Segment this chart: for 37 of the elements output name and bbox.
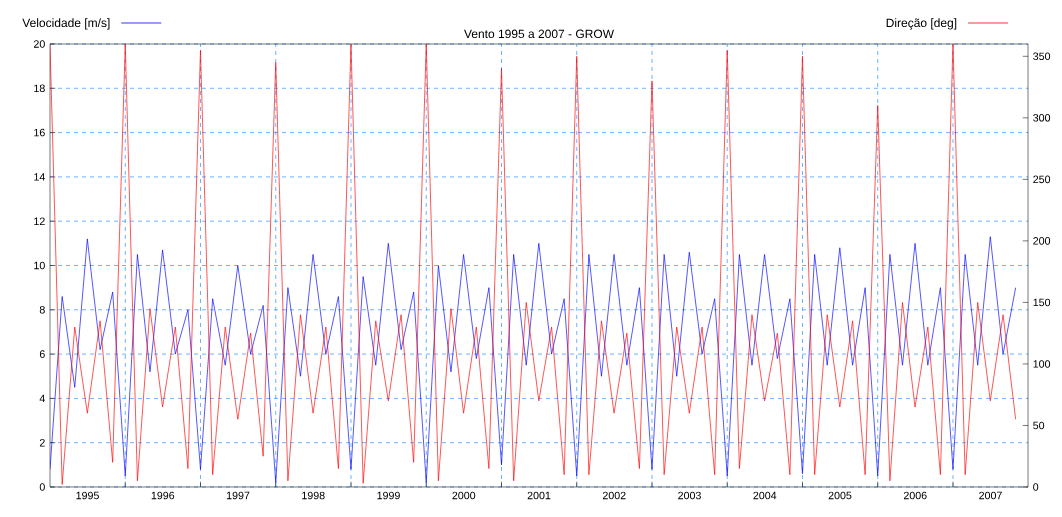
y2-tick-label: 0 bbox=[1033, 483, 1039, 491]
y2-tick-label: 150 bbox=[1033, 298, 1051, 307]
x-tick-label: 1998 bbox=[302, 491, 325, 500]
x-tick-label: 2007 bbox=[979, 491, 1002, 500]
x-tick-label: 2003 bbox=[678, 491, 701, 500]
chart-title: Vento 1995 a 2007 - GROW bbox=[464, 29, 614, 39]
x-tick-label: 1997 bbox=[226, 491, 250, 500]
x-tick-label: 1995 bbox=[76, 491, 99, 500]
y-tick-label: 12 bbox=[34, 217, 45, 225]
y2-tick-label: 300 bbox=[1033, 114, 1051, 122]
x-tick-label: 2006 bbox=[903, 491, 927, 500]
y2-tick-label: 50 bbox=[1033, 421, 1045, 430]
y2-tick-label: 350 bbox=[1033, 52, 1051, 61]
line-series bbox=[50, 43, 1016, 485]
y-tick-label: 10 bbox=[34, 261, 45, 270]
x-tick-label: 2004 bbox=[753, 491, 777, 500]
x-tick-label: 2002 bbox=[602, 491, 626, 500]
y-tick-label: 6 bbox=[39, 350, 45, 358]
y2-tick-label: 200 bbox=[1033, 237, 1051, 245]
x-tick-label: 2001 bbox=[527, 491, 551, 500]
legend-label: Direção [deg] bbox=[886, 18, 957, 30]
y-tick-label: 8 bbox=[39, 306, 45, 314]
x-tick-label: 2005 bbox=[828, 491, 852, 500]
y2-tick-label: 100 bbox=[1033, 360, 1051, 368]
y-tick-label: 18 bbox=[34, 84, 45, 93]
line-series bbox=[50, 236, 1016, 483]
y-tick-label: 4 bbox=[39, 394, 45, 403]
y-tick-label: 0 bbox=[39, 483, 45, 491]
y-tick-label: 20 bbox=[33, 40, 45, 48]
x-tick-label: 2000 bbox=[452, 491, 476, 500]
y2-tick-label: 250 bbox=[1033, 175, 1051, 184]
x-tick-label: 1999 bbox=[377, 491, 400, 500]
y-tick-label: 16 bbox=[34, 128, 45, 137]
y-tick-label: 2 bbox=[39, 438, 45, 447]
legend-label: Velocidade [m/s] bbox=[22, 18, 110, 30]
x-tick-label: 1996 bbox=[151, 491, 175, 500]
y-tick-label: 14 bbox=[34, 173, 45, 181]
